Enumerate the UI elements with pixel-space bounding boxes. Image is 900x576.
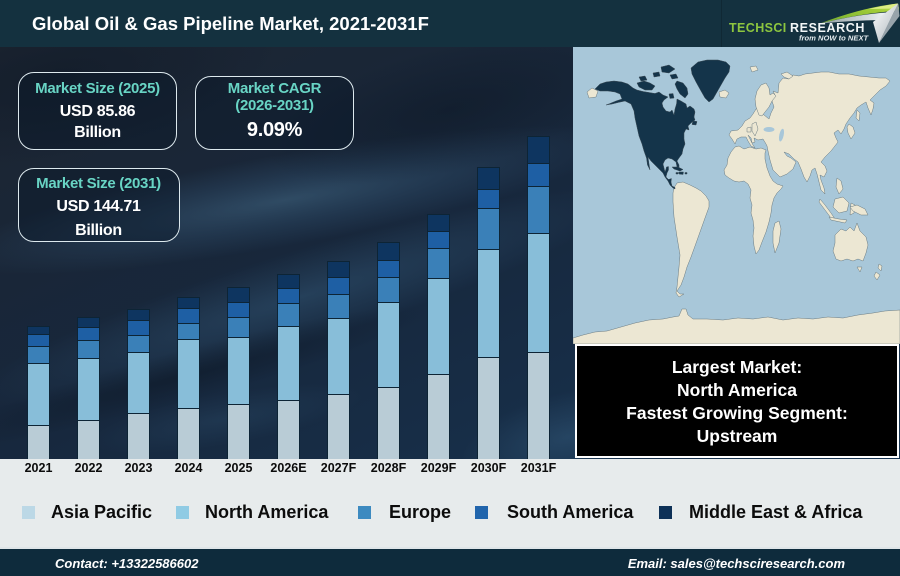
svg-text:RESEARCH: RESEARCH xyxy=(790,21,865,35)
svg-text:from NOW to NEXT: from NOW to NEXT xyxy=(799,34,870,43)
svg-text:TECHSCI: TECHSCI xyxy=(729,21,787,35)
